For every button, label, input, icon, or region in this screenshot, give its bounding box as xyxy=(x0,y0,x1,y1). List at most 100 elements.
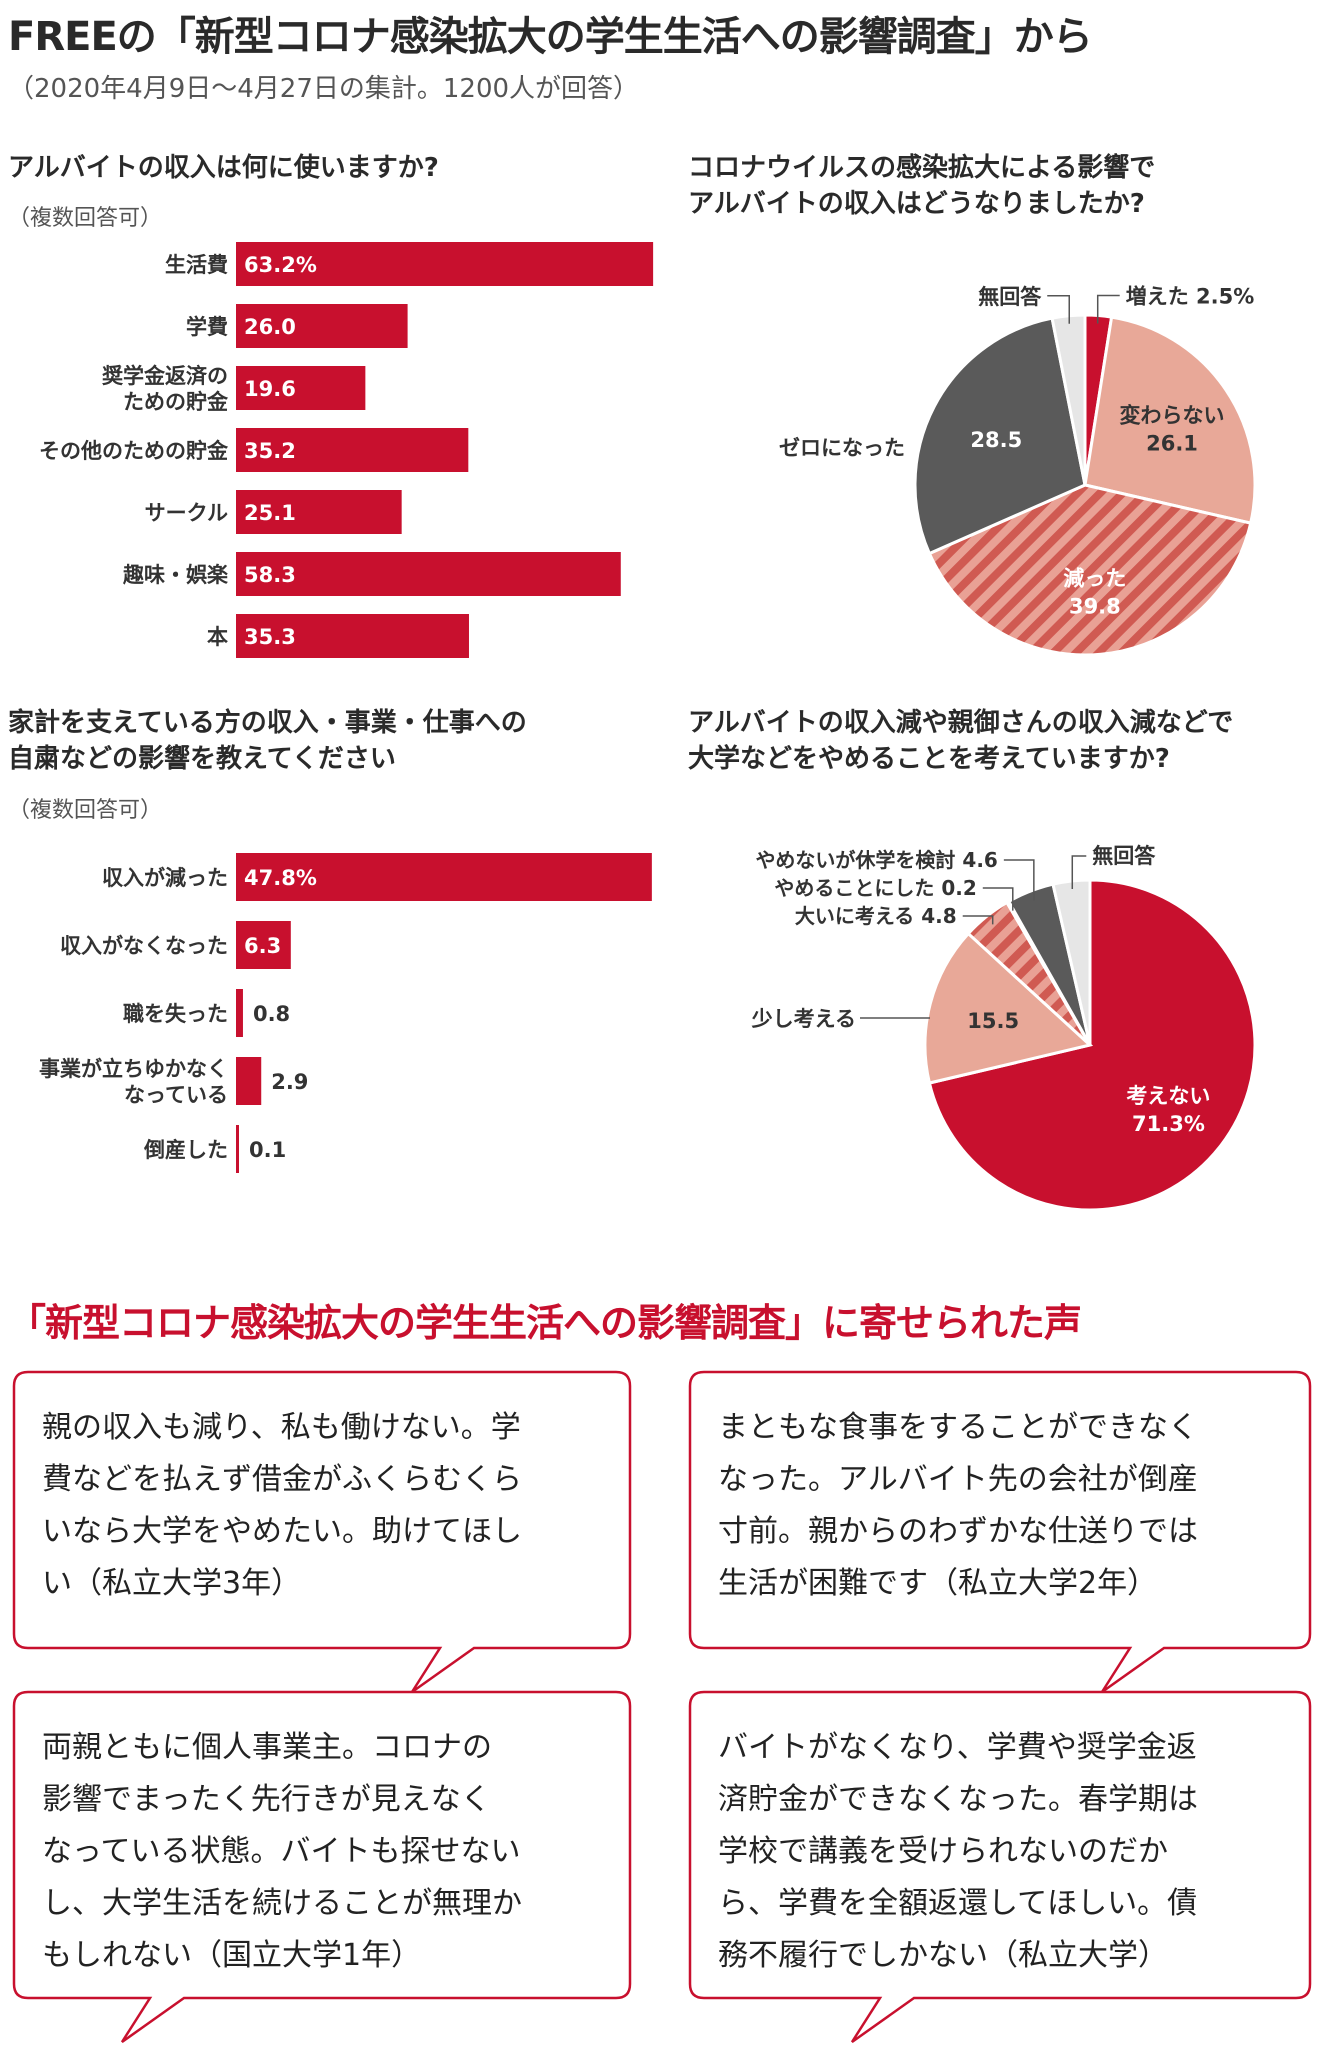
quote-line: バイトがなくなり、学費や奨学金返 xyxy=(718,1730,1197,1765)
bar xyxy=(236,242,654,286)
slice-label: 無回答 xyxy=(1092,844,1156,868)
speech-bubble xyxy=(688,1370,1312,1694)
slice-value: 39.8 xyxy=(1069,595,1121,619)
quote-line: まともな食事をすることができなく xyxy=(718,1410,1198,1445)
quote-line: いなら大学をやめたい。助けてほし xyxy=(42,1514,522,1549)
bar xyxy=(236,304,408,348)
value-label: 35.3 xyxy=(244,625,296,649)
chart3-bar-chart: 収入が減った 47.8% 収入がなくなった 6.3 職を失った 0.8 事業が立ちゆかなくな… xyxy=(39,853,652,1173)
category-label: 生活費 xyxy=(165,253,228,277)
slice-label: やめることにした 0.2 xyxy=(774,876,976,900)
quote-line: 影響でまったく先行きが見えなく xyxy=(42,1782,491,1817)
slice-label: やめないが休学を検討 4.6 xyxy=(755,848,997,872)
voices-title: 「新型コロナ感染拡大の学生生活への影響調査」に寄せられた声 xyxy=(8,1301,1082,1345)
chart2-pie-chart: 変わらない 26.1 減った 39.8 28.5 ゼロになった 増えた 2.5% 無回答 xyxy=(779,284,1257,657)
slice-label: 変わらない xyxy=(1120,403,1225,427)
chart2-title: コロナウイルスの感染拡大による影響で アルバイトの収入はどうなりましたか? xyxy=(688,150,1155,222)
leader-line xyxy=(962,915,994,925)
chart1-title: アルバイトの収入は何に使いますか? xyxy=(8,153,439,183)
value-label: 47.8% xyxy=(244,866,317,890)
value-label: 25.1 xyxy=(244,501,296,525)
value-label: 19.6 xyxy=(244,377,296,401)
category-label: 本 xyxy=(207,625,228,649)
chart3-title-line-2: 自粛などの影響を教えてください xyxy=(8,744,396,774)
category-label: 収入が減った xyxy=(102,866,228,890)
slice-label: ゼロになった xyxy=(779,436,905,460)
value-label: 0.8 xyxy=(253,1002,290,1026)
quote-line: もしれない（国立大学1年） xyxy=(42,1938,422,1973)
quote-line: 済貯金ができなくなった。春学期は xyxy=(718,1782,1198,1817)
slice-label: 考えない xyxy=(1126,1084,1210,1108)
category-label: 趣味・娯楽 xyxy=(122,563,229,587)
quote-line: 費などを払えず借金がふくらむくら xyxy=(42,1462,522,1497)
chart2-title-line-2: アルバイトの収入はどうなりましたか? xyxy=(688,189,1145,219)
pie-slice xyxy=(1051,878,1092,1046)
value-label: 6.3 xyxy=(244,934,281,958)
chart4-title-line-1: アルバイトの収入減や親御さんの収入減などで xyxy=(688,708,1234,738)
chart3-title-line-1: 家計を支えている方の収入・事業・仕事への xyxy=(8,708,527,738)
value-label: 35.2 xyxy=(244,439,296,463)
leader-line xyxy=(1096,294,1120,324)
quote-line: 親の収入も減り、私も働けない。学 xyxy=(42,1410,521,1445)
quote-line: ら、学費を全額返還してほしい。債 xyxy=(718,1886,1198,1921)
chart3-title: 家計を支えている方の収入・事業・仕事への 自粛などの影響を教えてください xyxy=(8,705,527,777)
leader-line xyxy=(1003,859,1035,901)
speech-bubbles xyxy=(12,1370,1312,2044)
category-label: 収入がなくなった xyxy=(60,934,228,958)
slice-value: 26.1 xyxy=(1146,431,1198,455)
slice-value: 71.3% xyxy=(1132,1112,1205,1136)
bar xyxy=(236,1125,239,1173)
chart1-note: （複数回答可） xyxy=(8,206,163,231)
value-label: 63.2% xyxy=(244,253,317,277)
quote-line: 両親ともに個人事業主。コロナの xyxy=(42,1730,492,1765)
value-label: 26.0 xyxy=(244,315,296,339)
category-label: 事業が立ちゆかなく xyxy=(39,1057,228,1081)
bar xyxy=(236,614,469,658)
chart3-note: （複数回答可） xyxy=(8,798,163,823)
slice-label: 減った xyxy=(1063,567,1126,591)
slice-label: 大いに考える 4.8 xyxy=(795,904,957,928)
quote-line: 務不履行でしかない（私立大学） xyxy=(718,1938,1168,1973)
quote-line: 学校で講義を受けられないのだか xyxy=(718,1834,1168,1869)
category-label: 職を失った xyxy=(123,1002,228,1026)
pie-slice xyxy=(913,316,1087,556)
category-label: ための貯金 xyxy=(123,390,229,414)
slice-label: 無回答 xyxy=(978,285,1042,309)
page-title: FREEの「新型コロナ感染拡大の学生生活への影響調査」から xyxy=(8,14,1093,60)
bar xyxy=(236,552,621,596)
pie-slice xyxy=(927,483,1253,657)
value-label: 58.3 xyxy=(244,563,296,587)
pie-slice xyxy=(1050,313,1087,486)
speech-bubble xyxy=(688,1690,1312,2044)
speech-bubble xyxy=(12,1370,632,1694)
category-label: 倒産した xyxy=(143,1138,228,1162)
leader-line xyxy=(1047,295,1070,324)
bar xyxy=(236,490,402,534)
category-label: 学費 xyxy=(186,315,228,339)
quote-line: い（私立大学3年） xyxy=(42,1566,302,1601)
pie-slice xyxy=(923,931,1094,1085)
quote-2: まともな食事をすることができなく なった。アルバイト先の会社が倒産 寸前。親から… xyxy=(718,1402,1298,1610)
slice-value: 15.5 xyxy=(967,1009,1019,1033)
quote-line: 寸前。親からのわずかな仕送りでは xyxy=(718,1514,1198,1549)
quote-3: 両親ともに個人事業主。コロナの 影響でまったく先行きが見えなく なっている状態。… xyxy=(42,1722,642,1982)
quote-1: 親の収入も減り、私も働けない。学 費などを払えず借金がふくらむくら いなら大学を… xyxy=(42,1402,642,1610)
quote-line: なっている状態。バイトも探せない xyxy=(42,1834,521,1869)
chart2-title-line-1: コロナウイルスの感染拡大による影響で xyxy=(688,153,1156,183)
quote-line: なった。アルバイト先の会社が倒産 xyxy=(718,1462,1198,1497)
bar xyxy=(236,366,366,410)
quote-4: バイトがなくなり、学費や奨学金返 済貯金ができなくなった。春学期は 学校で講義を… xyxy=(718,1722,1298,1982)
bar xyxy=(236,989,243,1037)
bar xyxy=(236,1057,262,1105)
bar xyxy=(236,853,652,901)
quote-line: 生活が困難です（私立大学2年） xyxy=(718,1566,1158,1601)
chart4-title-line-2: 大学などをやめることを考えていますか? xyxy=(688,744,1170,774)
leader-line xyxy=(982,887,1014,911)
speech-bubble xyxy=(12,1690,632,2044)
value-label: 0.1 xyxy=(249,1138,286,1162)
value-label: 2.9 xyxy=(271,1070,308,1094)
category-label: 奨学金返済の xyxy=(102,364,228,388)
quote-line: し、大学生活を続けることが無理か xyxy=(42,1886,522,1921)
category-label: その他のための貯金 xyxy=(39,439,229,463)
